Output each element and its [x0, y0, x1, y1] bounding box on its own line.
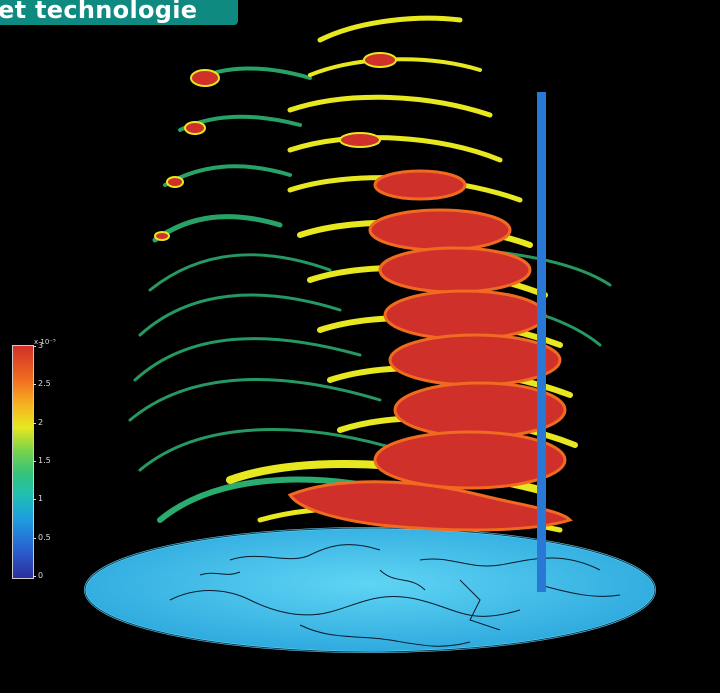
banner-title: et technologie: [0, 0, 198, 24]
colorbar: x 10⁻⁵ 3 2.5 2 1.5 1 0.5 0: [0, 338, 60, 585]
colorbar-tick: 0: [38, 571, 44, 580]
colorbar-exponent: x 10⁻⁵: [34, 338, 56, 346]
upper-small-blobs: [154, 52, 397, 241]
colorbar-gradient: [12, 345, 34, 579]
header-banner: et technologie: [0, 0, 238, 25]
earth-disc: [84, 527, 656, 653]
colorbar-tick: 2: [38, 418, 44, 427]
colorbar-tick: 2.5: [38, 379, 51, 388]
vertical-pole: [537, 92, 546, 592]
red-plume-core: [287, 169, 573, 532]
coastline-outlines: [169, 544, 621, 647]
colorbar-tick: 1: [38, 494, 44, 503]
colorbar-tick: 1.5: [38, 456, 51, 465]
colorbar-tick: 3: [38, 341, 44, 350]
colorbar-tick: 0.5: [38, 533, 51, 542]
